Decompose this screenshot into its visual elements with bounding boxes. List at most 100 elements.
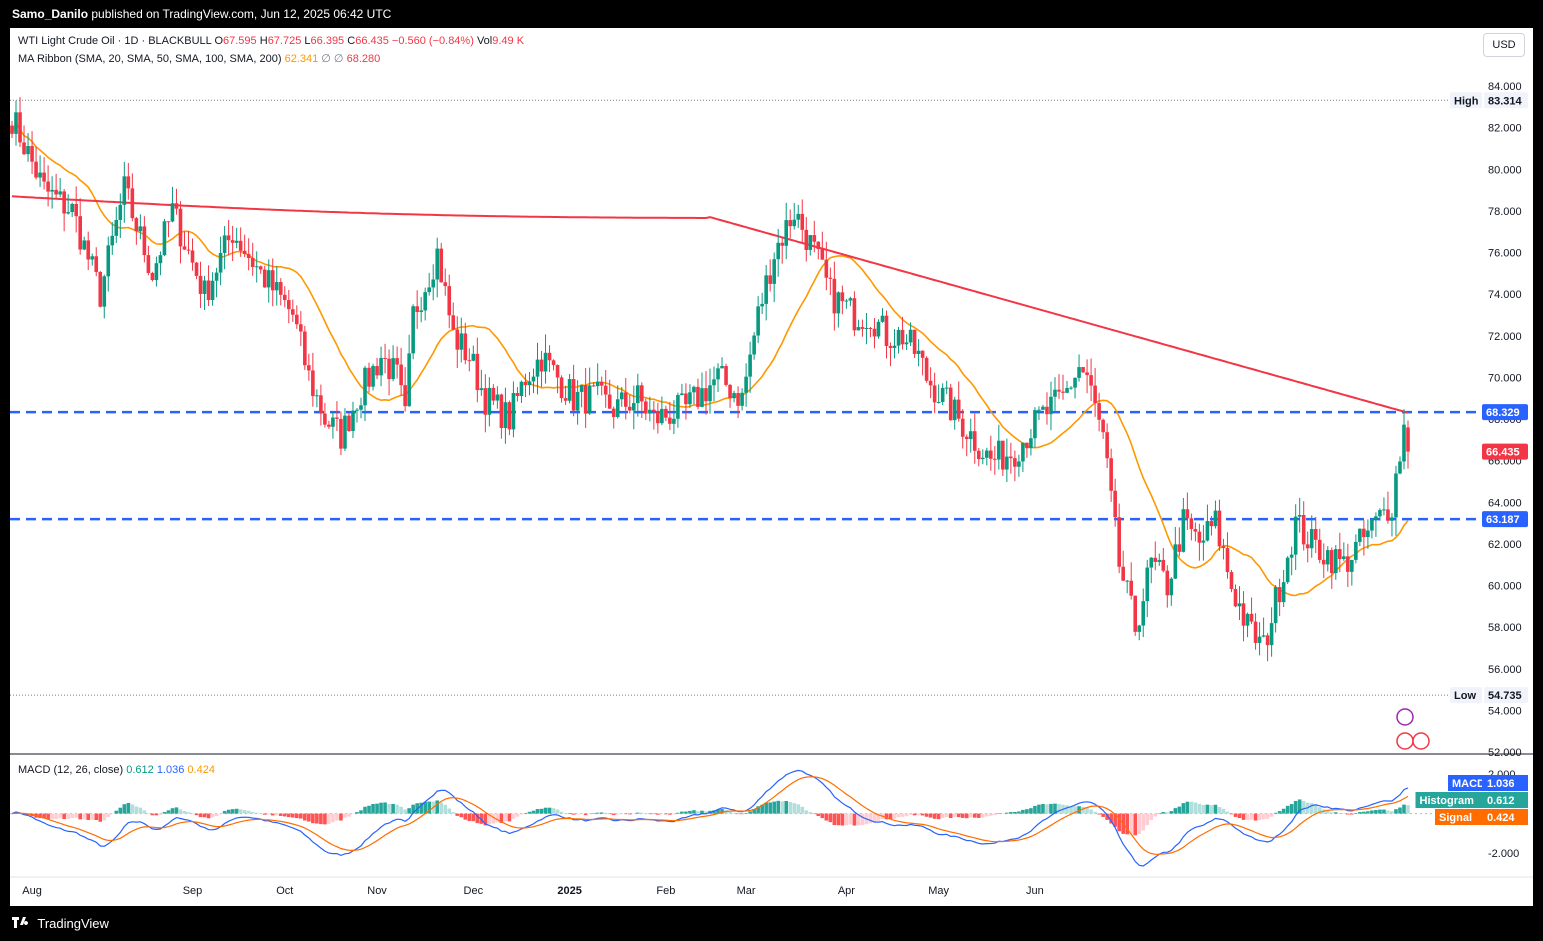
candle-body [359, 405, 363, 410]
candle-body [487, 387, 492, 415]
macd-histogram-bar [1382, 809, 1386, 814]
candle-body [619, 392, 624, 400]
macd-histogram-bar [483, 813, 488, 826]
macd-histogram-bar [82, 813, 87, 820]
candle-body [174, 203, 179, 209]
candle-body [784, 220, 789, 246]
macd-histogram-bar [1153, 813, 1158, 817]
high-label-tag-bg [1450, 92, 1482, 109]
candle-body [864, 327, 869, 329]
macd-histogram-bar [1177, 806, 1182, 814]
candle-body [1394, 473, 1398, 518]
tradingview-logo-icon[interactable] [12, 907, 30, 941]
candle-body [1153, 557, 1158, 562]
macd-histogram-bar [932, 813, 937, 819]
macd-histogram-bar [266, 813, 271, 815]
candle-body [644, 401, 648, 414]
macd-histogram-bar [262, 813, 267, 815]
macd-histogram-bar [274, 813, 279, 816]
candle-body [948, 387, 953, 421]
time-tick-label: Mar [737, 885, 756, 897]
candle-body [202, 280, 207, 294]
macd-histogram-bar [62, 813, 66, 820]
macd-histogram-bar [142, 810, 147, 814]
candle-body [1329, 550, 1334, 574]
macd-histogram-bar [1309, 803, 1314, 814]
macd-histogram-bar [46, 813, 50, 820]
macd-histogram-bar [335, 813, 339, 821]
candle-body [800, 213, 805, 230]
macd-histogram-bar [78, 813, 82, 820]
macd-histogram-bar [186, 812, 191, 814]
publisher-bar: Samo_Danilo published on TradingView.com… [0, 0, 1543, 28]
macd-histogram-bar [475, 813, 480, 824]
candle-body [716, 368, 720, 380]
tradingview-brand[interactable]: TradingView [37, 916, 109, 931]
macd-histogram-bar [343, 813, 347, 818]
candle-body [1333, 549, 1338, 574]
ma-ribbon-label[interactable]: MA Ribbon (SMA, 20, SMA, 50, SMA, 100, S… [18, 53, 282, 65]
candle-body [475, 353, 480, 391]
chart-frame[interactable] [10, 28, 1533, 906]
macd-histogram-bar [226, 809, 231, 814]
macd-histogram-bar [668, 813, 672, 815]
macd-histogram-bar [615, 813, 620, 815]
candle-body [615, 399, 620, 417]
macd-histogram-bar [944, 813, 949, 818]
candle-body [912, 329, 917, 354]
candle-body [1029, 438, 1033, 449]
macd-histogram-bar [471, 813, 476, 822]
candle-body [832, 278, 837, 314]
low-value-tag: 54.735 [1488, 690, 1522, 702]
candle-body [664, 408, 668, 418]
macd-histogram-bar [752, 809, 756, 814]
change-value: −0.560 (−0.84%) [391, 35, 474, 47]
candle-body [640, 385, 644, 402]
candle-body [1257, 636, 1262, 643]
macd-histogram-bar [1065, 805, 1069, 814]
histogram-tag-label: Histogram [1420, 795, 1475, 807]
macd-histogram-bar [876, 813, 881, 821]
macd-histogram-bar [1009, 812, 1013, 814]
macd-histogram-bar [10, 813, 14, 815]
macd-histogram-bar [1017, 811, 1021, 814]
candle-body [1057, 389, 1061, 392]
macd-histogram-bar [347, 813, 351, 817]
macd-histogram-bar [980, 813, 985, 818]
macd-histogram-bar [680, 811, 684, 814]
candle-body [1205, 521, 1210, 541]
macd-histogram-bar [1193, 802, 1198, 814]
candle-body [503, 402, 508, 429]
candle-body [1249, 613, 1254, 622]
macd-label[interactable]: MACD (12, 26, close) [18, 764, 124, 776]
candle-body [399, 364, 403, 386]
macd-histogram-bar [1233, 813, 1238, 817]
candle-body [1229, 572, 1234, 589]
author-name[interactable]: Samo_Danilo [12, 7, 89, 21]
candle-body [1382, 509, 1386, 511]
time-tick-label: Nov [367, 885, 387, 897]
candle-body [796, 213, 801, 220]
candle-body [134, 218, 139, 232]
macd-histogram-bar [146, 813, 151, 814]
candle-body [303, 331, 307, 366]
candle-body [555, 365, 560, 378]
macd-histogram-bar [1289, 804, 1294, 814]
price-tick-label: 52.000 [1488, 747, 1522, 759]
candle-body [222, 235, 227, 253]
candle-body [720, 365, 724, 369]
price-pane[interactable] [10, 97, 1478, 750]
candle-body [736, 393, 740, 406]
candle-body [1073, 377, 1077, 388]
currency-button[interactable]: USD [1483, 33, 1525, 57]
candle-body [1209, 521, 1214, 527]
symbol-name[interactable]: WTI Light Crude Oil · 1D · BLACKBULL [18, 35, 212, 47]
candle-body [1101, 419, 1105, 433]
candle-body [367, 367, 371, 387]
candle-body [1165, 570, 1170, 596]
candle-body [587, 385, 592, 414]
low-value: 66.395 [310, 35, 345, 47]
macd-histogram-bar [1257, 813, 1262, 821]
